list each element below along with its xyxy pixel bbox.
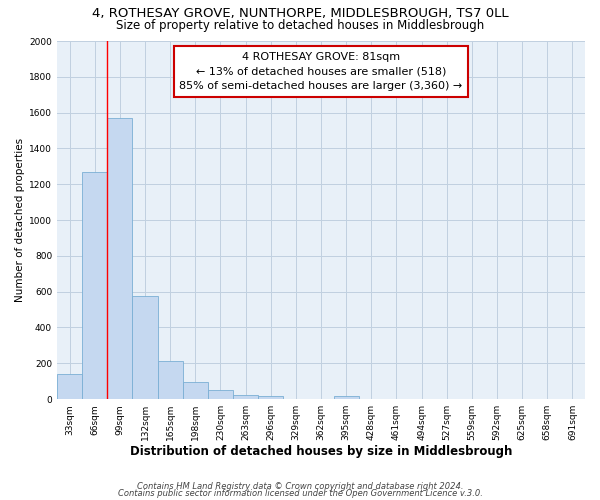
Bar xyxy=(183,382,208,399)
Text: Size of property relative to detached houses in Middlesbrough: Size of property relative to detached ho… xyxy=(116,18,484,32)
Text: Contains public sector information licensed under the Open Government Licence v.: Contains public sector information licen… xyxy=(118,489,482,498)
Y-axis label: Number of detached properties: Number of detached properties xyxy=(15,138,25,302)
Bar xyxy=(208,390,233,399)
Text: Contains HM Land Registry data © Crown copyright and database right 2024.: Contains HM Land Registry data © Crown c… xyxy=(137,482,463,491)
Bar xyxy=(107,118,133,399)
Bar xyxy=(82,172,107,399)
Bar xyxy=(334,396,359,399)
Bar xyxy=(258,396,283,399)
Bar xyxy=(233,394,258,399)
Text: 4 ROTHESAY GROVE: 81sqm
← 13% of detached houses are smaller (518)
85% of semi-d: 4 ROTHESAY GROVE: 81sqm ← 13% of detache… xyxy=(179,52,463,92)
X-axis label: Distribution of detached houses by size in Middlesbrough: Distribution of detached houses by size … xyxy=(130,444,512,458)
Bar xyxy=(158,360,183,399)
Bar xyxy=(57,374,82,399)
Bar xyxy=(133,296,158,399)
Text: 4, ROTHESAY GROVE, NUNTHORPE, MIDDLESBROUGH, TS7 0LL: 4, ROTHESAY GROVE, NUNTHORPE, MIDDLESBRO… xyxy=(92,8,508,20)
